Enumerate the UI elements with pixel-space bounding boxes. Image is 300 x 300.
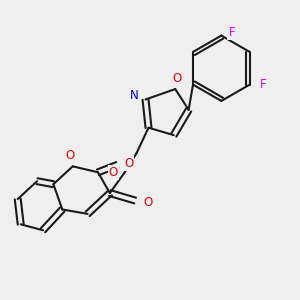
Text: O: O <box>143 196 152 208</box>
Text: N: N <box>130 89 139 102</box>
Text: O: O <box>109 166 118 179</box>
Text: O: O <box>124 157 133 170</box>
Text: F: F <box>228 26 235 39</box>
Text: O: O <box>172 72 182 85</box>
Text: O: O <box>66 148 75 162</box>
Text: F: F <box>260 78 266 91</box>
